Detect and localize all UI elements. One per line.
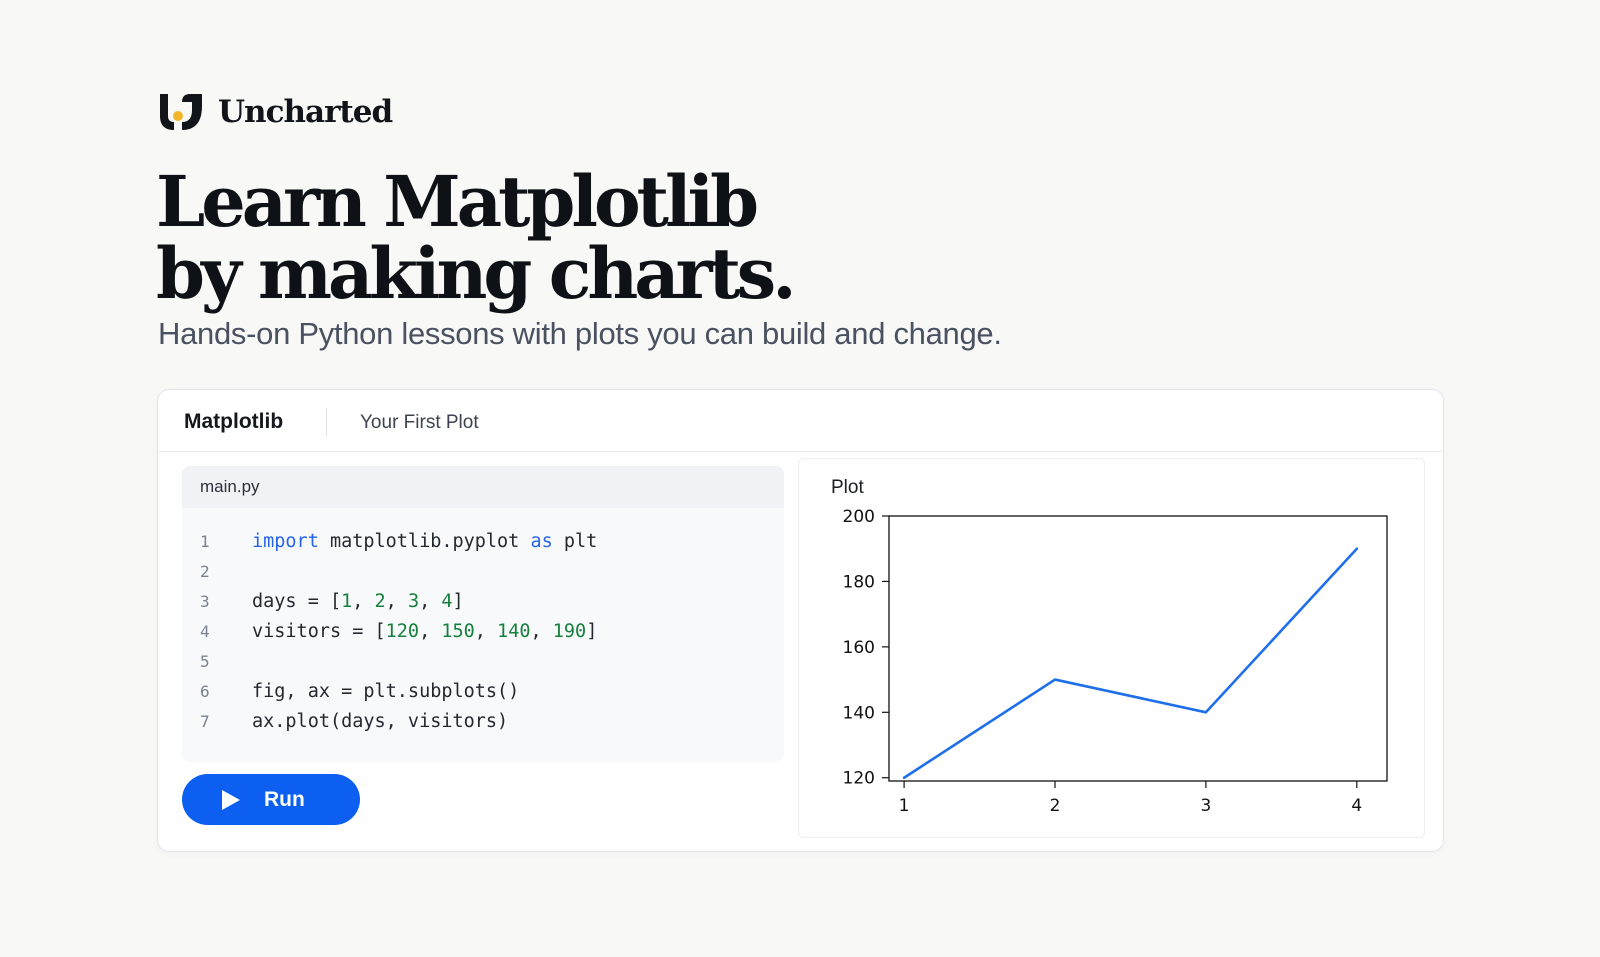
- code-token: fig, ax = plt.subplots(): [252, 680, 520, 702]
- code-line: 5: [182, 646, 784, 676]
- plot-axes-frame: [888, 515, 1388, 782]
- code-line: 2: [182, 556, 784, 586]
- plot-panel: Plot 120 140 160 180 200 1 2 3 4: [798, 458, 1425, 838]
- line-number: 7: [200, 711, 210, 731]
- code-token: ,: [419, 620, 442, 642]
- y-tick-label: 140: [843, 703, 875, 723]
- brand: Uncharted: [158, 92, 393, 132]
- course-title[interactable]: Matplotlib: [184, 410, 284, 433]
- headline-line-1: Learn Matplotlib: [156, 160, 759, 243]
- code-token: 3: [407, 590, 420, 612]
- code-line: 6 fig, ax = plt.subplots(): [182, 676, 784, 706]
- code-token: 190: [552, 620, 587, 642]
- lesson-card: Matplotlib Your First Plot main.py 1 impo…: [157, 389, 1444, 852]
- editor-file-tab[interactable]: main.py: [182, 466, 784, 508]
- line-number: 6: [200, 681, 210, 701]
- code-token: ,: [474, 620, 498, 642]
- code-line: 4 visitors = [120, 150, 140, 190]: [182, 616, 784, 646]
- code-text: fig, ax = plt.subplots(): [252, 681, 519, 702]
- code-token: 150: [441, 620, 475, 642]
- code-area[interactable]: 1 import matplotlib.pyplot as plt 2 3 days =…: [182, 508, 784, 736]
- code-token: ,: [530, 620, 553, 642]
- x-tick-label: 2: [1050, 796, 1061, 816]
- series-line: [902, 547, 1359, 780]
- code-text: ax.plot(days, visitors): [252, 711, 508, 732]
- code-token: ]: [586, 620, 598, 642]
- code-token: 4: [441, 590, 453, 612]
- page-subheadline: Hands-on Python lessons with plots you c…: [158, 316, 1002, 351]
- x-tick-label: 3: [1200, 796, 1211, 816]
- brand-name: Uncharted: [218, 94, 393, 130]
- code-token: matplotlib.pyplot: [318, 530, 531, 552]
- plot-panel-title: Plot: [831, 477, 864, 498]
- code-token: as: [530, 530, 553, 552]
- code-token: ,: [419, 590, 442, 612]
- line-number: 1: [200, 531, 210, 551]
- code-text: days = [1, 2, 3, 4]: [252, 591, 464, 612]
- line-chart: 120 140 160 180 200 1 2 3 4: [843, 507, 1388, 816]
- code-line: 1 import matplotlib.pyplot as plt: [182, 526, 784, 556]
- code-token: ax.plot(days, visitors): [252, 710, 509, 732]
- code-text: visitors = [120, 150, 140, 190]: [252, 621, 597, 642]
- code-editor[interactable]: main.py 1 import matplotlib.pyplot as plt…: [182, 466, 784, 762]
- code-token: plt: [552, 530, 598, 552]
- run-button[interactable]: Run: [182, 774, 360, 825]
- y-tick-label: 180: [843, 572, 875, 592]
- line-number: 4: [200, 621, 210, 641]
- editor-filename: main.py: [200, 477, 260, 496]
- code-token: days = [: [252, 590, 342, 612]
- y-tick-label: 200: [843, 507, 875, 527]
- y-tick-label: 160: [843, 638, 875, 658]
- run-label: Run: [264, 787, 305, 811]
- line-number: 2: [200, 561, 210, 581]
- y-tick-label: 120: [843, 769, 875, 789]
- header-divider: [326, 408, 327, 436]
- line-number: 3: [200, 591, 210, 611]
- code-token: import: [252, 530, 319, 552]
- play-icon: [222, 789, 240, 810]
- headline-line-2: by making charts.: [156, 232, 797, 315]
- code-token: 140: [497, 620, 531, 642]
- code-line: 7 ax.plot(days, visitors): [182, 706, 784, 736]
- code-token: 2: [374, 590, 386, 612]
- code-token: ]: [452, 590, 464, 612]
- line-number: 5: [200, 651, 210, 671]
- card-header: Matplotlib Your First Plot: [158, 390, 1443, 452]
- code-token: visitors = [: [252, 620, 386, 642]
- code-line: 3 days = [1, 2, 3, 4]: [182, 586, 784, 616]
- uncharted-logo-icon: [160, 94, 202, 130]
- code-text: import matplotlib.pyplot as plt: [252, 531, 597, 552]
- x-tick-label: 1: [899, 796, 910, 816]
- code-token: ,: [385, 590, 408, 612]
- code-token: ,: [352, 590, 375, 612]
- page-headline: Learn Matplotlib by making charts.: [156, 160, 797, 315]
- lesson-title[interactable]: Your First Plot: [360, 412, 479, 433]
- x-tick-label: 4: [1351, 796, 1362, 816]
- code-token: 1: [341, 590, 353, 612]
- code-token: 120: [385, 620, 420, 642]
